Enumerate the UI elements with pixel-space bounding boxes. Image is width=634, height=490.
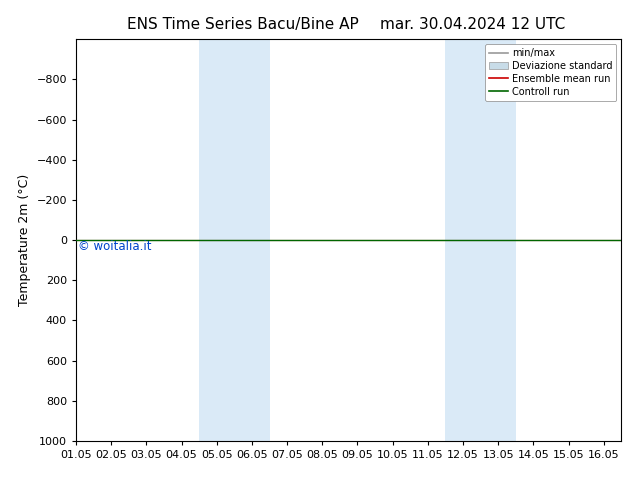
Text: mar. 30.04.2024 12 UTC: mar. 30.04.2024 12 UTC xyxy=(380,17,566,32)
Bar xyxy=(446,39,516,441)
Y-axis label: Temperature 2m (°C): Temperature 2m (°C) xyxy=(18,174,31,306)
Bar xyxy=(199,39,269,441)
Text: © woitalia.it: © woitalia.it xyxy=(78,240,152,253)
Legend: min/max, Deviazione standard, Ensemble mean run, Controll run: min/max, Deviazione standard, Ensemble m… xyxy=(485,44,616,100)
Text: ENS Time Series Bacu/Bine AP: ENS Time Series Bacu/Bine AP xyxy=(127,17,359,32)
